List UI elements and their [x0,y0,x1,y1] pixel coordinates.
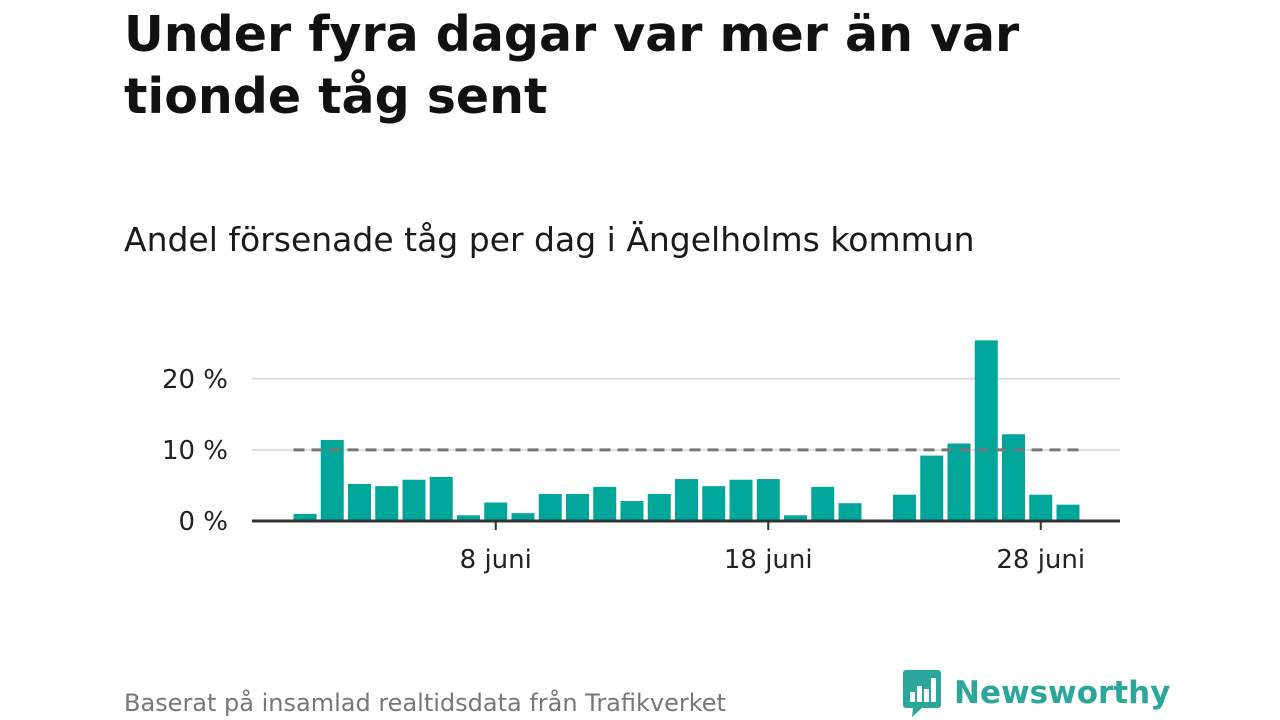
bar [702,486,726,521]
bar [402,479,426,521]
bar [484,502,508,521]
bar [538,493,562,521]
bar [1002,434,1025,521]
bar [920,455,944,521]
axes [252,519,1120,530]
x-tick-label: 18 juni [724,545,813,575]
bar [375,486,399,521]
y-tick-label: 20 % [162,365,228,395]
bar [293,513,317,521]
bar [429,476,453,521]
bar [675,479,698,521]
bars [293,340,1080,521]
bar [593,486,617,521]
bar [1056,504,1080,521]
bar [947,443,971,521]
bar [974,340,998,521]
bar [838,503,862,521]
bar [566,493,589,521]
bar-chart-speech-bubble-icon [903,670,941,717]
bar [1029,494,1053,521]
y-tick-label: 0 % [178,507,228,537]
bar [511,513,535,521]
chart-title: Under fyra dagar var mer än var tionde t… [124,6,1020,125]
y-tick-label: 10 % [162,436,228,466]
bar-chart: 0 % 10 % 20 % 8 juni 18 juni 28 juni [162,340,1120,575]
x-tick-label: 8 juni [460,545,532,575]
brand-name: Newsworthy [954,675,1171,711]
bar [811,486,835,521]
source-note: Baserat på insamlad realtidsdata från Tr… [124,689,726,717]
brand-logo-group: Newsworthy [902,668,1170,718]
bar [756,479,780,521]
bar [784,515,807,521]
tick-labels: 0 % 10 % 20 % 8 juni 18 juni 28 juni [162,365,1085,575]
bar [620,501,644,521]
bar [729,479,753,521]
bar [320,439,344,521]
chart-subtitle: Andel försenade tåg per dag i Ängelholms… [124,220,975,259]
bar [893,494,916,521]
bar [647,493,671,521]
bar [348,484,371,521]
x-tick-label: 28 juni [996,545,1085,575]
bar [457,515,480,521]
